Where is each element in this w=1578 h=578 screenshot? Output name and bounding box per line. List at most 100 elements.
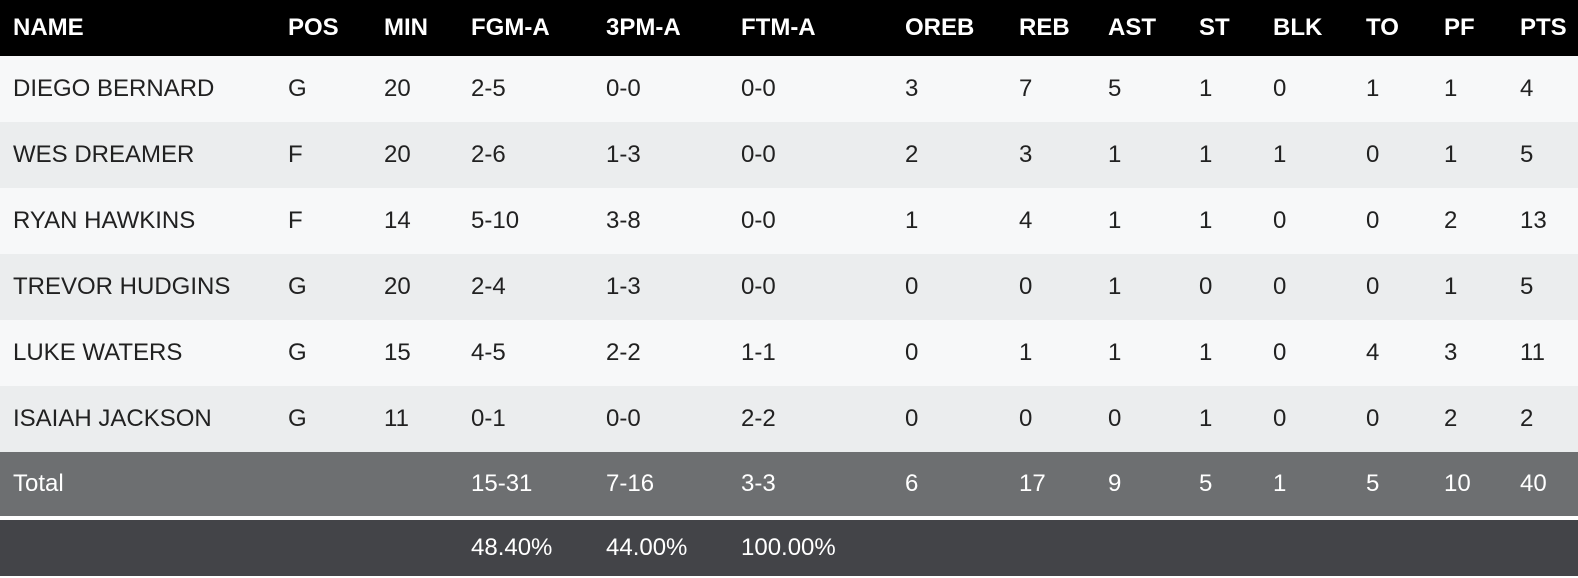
stat-cell-pts: 4 [1520, 75, 1534, 102]
column-header-ast: AST [1108, 14, 1156, 41]
total-stat-cell-3pm-a: 7-16 [593, 452, 728, 520]
stat-cell-min: 15 [384, 339, 411, 366]
stat-cell-pf: 1 [1444, 75, 1458, 102]
empty-cell [1260, 518, 1353, 576]
empty-cell [1095, 518, 1186, 576]
column-header-pts: PTS [1520, 14, 1567, 41]
stat-cell-min: 20 [384, 75, 411, 102]
stat-cell-to: 0 [1366, 273, 1380, 300]
stat-cell-oreb: 0 [905, 273, 919, 300]
total-stat-cell-to: 5 [1353, 452, 1431, 520]
stat-cell-pf: 1 [1444, 273, 1458, 300]
total-row: Total 15-31 7-16 3-3 6 17 9 5 1 5 10 40 [0, 452, 1578, 520]
stat-cell-pts: 5 [1520, 273, 1534, 300]
empty-cell [892, 518, 1006, 576]
shooting-percentage-cell-3pm-a: 44.00% [606, 534, 688, 561]
stat-cell-3pm-a: 2-2 [606, 339, 641, 366]
player-row: LUKE WATERS G 15 4-5 2-2 1-1 0 1 1 1 0 4 3 11 [0, 320, 1578, 386]
stat-cell-reb: 1 [1019, 339, 1033, 366]
stat-cell-pos: G [288, 405, 307, 432]
player-name-cell: TREVOR HUDGINS [13, 273, 231, 300]
stat-cell-pf: 2 [1444, 207, 1458, 234]
player-row: ISAIAH JACKSON G 11 0-1 0-0 2-2 0 0 0 1 0 0 2 2 [0, 386, 1578, 452]
total-stat-cell-pos [275, 452, 371, 520]
column-header-blk: BLK [1273, 14, 1323, 41]
player-row: WES DREAMER F 20 2-6 1-3 0-0 2 3 1 1 1 0 1 5 [0, 122, 1578, 188]
player-name-cell: WES DREAMER [13, 141, 195, 168]
stat-cell-3pm-a: 1-3 [606, 273, 641, 300]
percentage-row: 48.40% 44.00% 100.00% [0, 518, 1578, 576]
stat-cell-st: 0 [1199, 273, 1213, 300]
stat-cell-st: 1 [1199, 207, 1213, 234]
stat-cell-ftm-a: 0-0 [741, 141, 776, 168]
stat-cell-st: 1 [1199, 75, 1213, 102]
stat-cell-st: 1 [1199, 141, 1213, 168]
empty-cell [1353, 518, 1431, 576]
total-stat-cell-reb: 17 [1006, 452, 1095, 520]
stat-cell-pf: 1 [1444, 141, 1458, 168]
column-header-oreb: OREB [905, 14, 975, 41]
stat-cell-ast: 1 [1108, 207, 1122, 234]
stat-cell-fgm-a: 2-4 [471, 273, 506, 300]
column-header-pos: POS [288, 14, 339, 41]
column-header-ftm-a: FTM-A [741, 14, 816, 41]
player-row: DIEGO BERNARD G 20 2-5 0-0 0-0 3 7 5 1 0 1 1 4 [0, 56, 1578, 122]
stat-cell-pos: G [288, 273, 307, 300]
total-stat-cell-oreb: 6 [892, 452, 1006, 520]
player-name-cell: DIEGO BERNARD [13, 75, 215, 102]
empty-cell [1507, 518, 1578, 576]
total-stat-cell-blk: 1 [1260, 452, 1353, 520]
player-rows: DIEGO BERNARD G 20 2-5 0-0 0-0 3 7 5 1 0 1 1 4 WES DRE… [0, 56, 1578, 452]
stat-cell-3pm-a: 1-3 [606, 141, 641, 168]
total-stat-cell-fgm-a: 15-31 [458, 452, 593, 520]
stat-cell-fgm-a: 2-5 [471, 75, 506, 102]
shooting-percentage-cell-ftm-a: 100.00% [741, 534, 836, 561]
stat-cell-ftm-a: 2-2 [741, 405, 776, 432]
stat-cell-3pm-a: 0-0 [606, 405, 641, 432]
total-stat-cell-min [371, 452, 458, 520]
header-row: NAME POS MIN FGM-A 3PM-A FTM-A OREB REB AST ST BLK… [0, 0, 1578, 56]
stat-cell-fgm-a: 4-5 [471, 339, 506, 366]
column-header-name: NAME [13, 14, 84, 41]
stat-cell-fgm-a: 2-6 [471, 141, 506, 168]
stat-cell-reb: 3 [1019, 141, 1033, 168]
stat-cell-ast: 0 [1108, 405, 1122, 432]
stat-cell-oreb: 2 [905, 141, 919, 168]
player-name-cell: RYAN HAWKINS [13, 207, 196, 234]
stat-cell-pts: 2 [1520, 405, 1534, 432]
player-name-cell: ISAIAH JACKSON [13, 405, 212, 432]
stat-cell-blk: 0 [1273, 405, 1287, 432]
stat-cell-st: 1 [1199, 339, 1213, 366]
stat-cell-blk: 0 [1273, 75, 1287, 102]
stat-cell-to: 1 [1366, 75, 1380, 102]
stat-cell-ftm-a: 1-1 [741, 339, 776, 366]
stat-cell-pf: 2 [1444, 405, 1458, 432]
column-header-min: MIN [384, 14, 428, 41]
empty-cell [1186, 518, 1260, 576]
stat-cell-blk: 0 [1273, 339, 1287, 366]
shooting-percentage-cell-fgm-a: 48.40% [471, 534, 553, 561]
stat-cell-blk: 0 [1273, 273, 1287, 300]
player-row: TREVOR HUDGINS G 20 2-4 1-3 0-0 0 0 1 0 0 0 1 5 [0, 254, 1578, 320]
stat-cell-pf: 3 [1444, 339, 1458, 366]
stat-cell-to: 0 [1366, 141, 1380, 168]
stat-cell-oreb: 0 [905, 339, 919, 366]
empty-cell [0, 518, 275, 576]
empty-cell [1006, 518, 1095, 576]
stat-cell-pos: F [288, 141, 303, 168]
stat-cell-min: 11 [384, 405, 409, 432]
total-stat-cell-ftm-a: 3-3 [728, 452, 892, 520]
stat-cell-min: 20 [384, 273, 411, 300]
player-name-cell: LUKE WATERS [13, 339, 183, 366]
stat-cell-oreb: 0 [905, 405, 919, 432]
stat-cell-to: 0 [1366, 405, 1380, 432]
stat-cell-3pm-a: 0-0 [606, 75, 641, 102]
stat-cell-reb: 7 [1019, 75, 1033, 102]
stat-cell-pts: 11 [1520, 339, 1545, 366]
stat-cell-st: 1 [1199, 405, 1213, 432]
empty-cell [1431, 518, 1507, 576]
stat-cell-to: 0 [1366, 207, 1380, 234]
stat-cell-pts: 13 [1520, 207, 1547, 234]
total-stat-cell-pts: 40 [1507, 452, 1578, 520]
stat-cell-ast: 1 [1108, 141, 1122, 168]
